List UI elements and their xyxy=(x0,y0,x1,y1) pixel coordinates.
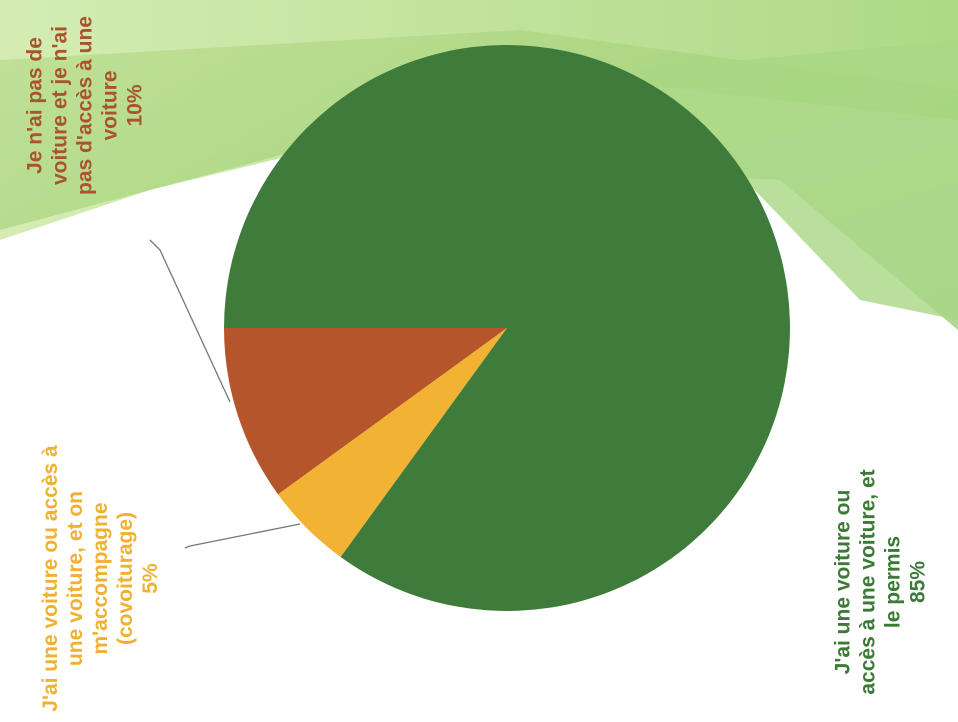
category-label: J'ai une voiture ou accès à une voiture,… xyxy=(831,469,904,695)
leader-line xyxy=(184,523,301,549)
category-label: Je n'ai pas de voiture et je n'ai pas d'… xyxy=(23,15,122,195)
value-label: 5% xyxy=(138,562,162,594)
data-label: J'ai une voiture ou accès à une voiture,… xyxy=(13,441,188,716)
data-label: J'ai une voiture ou accès à une voiture,… xyxy=(805,465,955,700)
pie-slice xyxy=(224,328,507,495)
leader-line xyxy=(149,239,231,403)
category-label: J'ai une voiture ou accès à une voiture,… xyxy=(38,444,137,712)
value-label: 10% xyxy=(123,83,147,127)
background-shape xyxy=(640,40,958,320)
pie-slice xyxy=(224,44,790,611)
data-label: Je n'ai pas de voiture et je n'ai pas d'… xyxy=(23,5,148,205)
pie-slice xyxy=(278,328,507,557)
value-label: 85% xyxy=(906,560,929,604)
